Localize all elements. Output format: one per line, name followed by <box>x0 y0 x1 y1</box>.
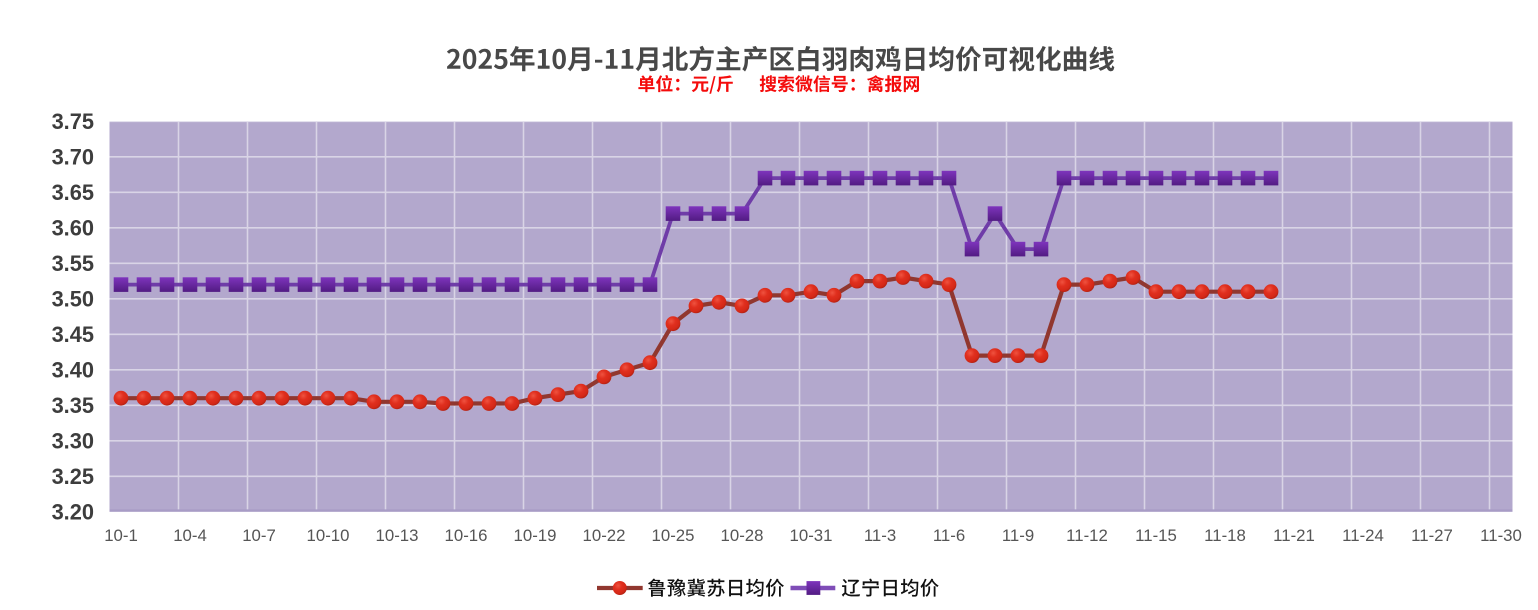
svg-text:10-22: 10-22 <box>583 526 626 545</box>
svg-text:11-27: 11-27 <box>1411 526 1453 545</box>
svg-text:11-9: 11-9 <box>1002 526 1034 545</box>
svg-text:3.55: 3.55 <box>52 251 94 276</box>
svg-text:11-30: 11-30 <box>1480 526 1522 545</box>
svg-text:10-7: 10-7 <box>242 526 276 545</box>
svg-text:11-18: 11-18 <box>1204 526 1246 545</box>
svg-text:11-21: 11-21 <box>1273 526 1315 545</box>
svg-text:11-15: 11-15 <box>1135 526 1177 545</box>
svg-text:10-16: 10-16 <box>445 526 488 545</box>
svg-text:3.50: 3.50 <box>52 286 94 311</box>
svg-text:10-28: 10-28 <box>721 526 764 545</box>
svg-text:10-19: 10-19 <box>514 526 557 545</box>
svg-text:3.30: 3.30 <box>52 428 94 453</box>
svg-text:3.40: 3.40 <box>52 357 94 382</box>
svg-text:3.45: 3.45 <box>52 322 94 347</box>
svg-text:3.25: 3.25 <box>52 464 94 489</box>
svg-text:3.75: 3.75 <box>52 109 94 134</box>
svg-text:10-25: 10-25 <box>652 526 695 545</box>
svg-text:11-6: 11-6 <box>933 526 965 545</box>
svg-text:11-12: 11-12 <box>1066 526 1108 545</box>
svg-text:3.65: 3.65 <box>52 180 94 205</box>
svg-text:3.60: 3.60 <box>52 215 94 240</box>
svg-text:11-3: 11-3 <box>864 526 896 545</box>
svg-text:10-31: 10-31 <box>790 526 833 545</box>
svg-text:10-4: 10-4 <box>173 526 207 545</box>
svg-text:10-10: 10-10 <box>307 526 350 545</box>
svg-text:10-1: 10-1 <box>104 526 138 545</box>
svg-text:3.70: 3.70 <box>52 144 94 169</box>
svg-text:3.35: 3.35 <box>52 393 94 418</box>
svg-text:11-24: 11-24 <box>1342 526 1384 545</box>
svg-text:10-13: 10-13 <box>376 526 419 545</box>
svg-text:3.20: 3.20 <box>52 499 94 524</box>
